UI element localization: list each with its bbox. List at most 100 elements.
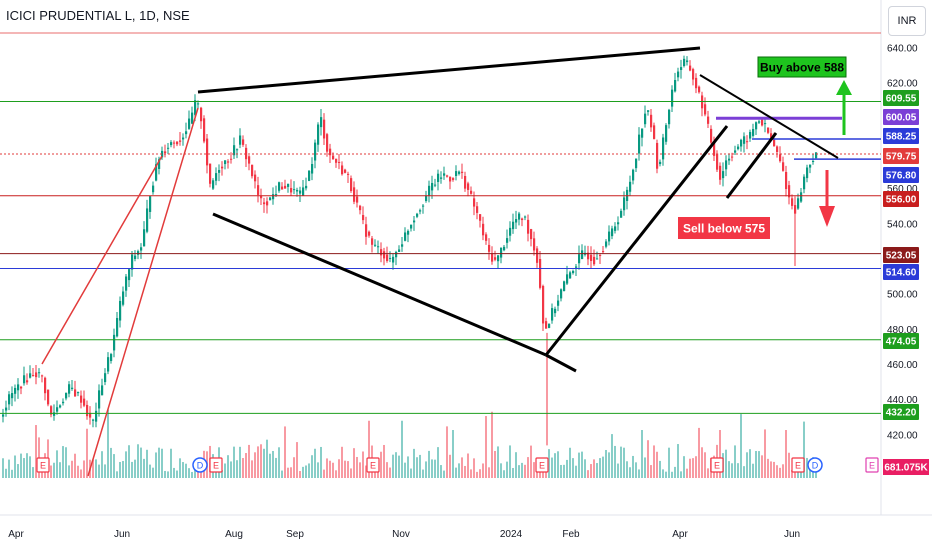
candle-body — [173, 142, 176, 144]
volume-bar — [788, 452, 790, 478]
candle-body — [161, 150, 164, 158]
currency-button[interactable]: INR — [888, 6, 926, 36]
candle-body — [467, 183, 470, 190]
volume-bar — [470, 469, 472, 478]
price-level-label: 523.05 — [886, 251, 917, 262]
volume-bar — [800, 469, 802, 478]
volume-bar — [224, 463, 226, 478]
volume-bar — [74, 453, 76, 478]
volume-bar — [740, 414, 742, 478]
volume-bar — [119, 461, 121, 478]
trend-line — [212, 212, 547, 357]
volume-bar — [437, 447, 439, 478]
candle-body — [101, 385, 104, 396]
candle-body — [200, 107, 203, 122]
volume-bar — [281, 470, 283, 478]
volume-bar — [278, 447, 280, 478]
candle-body — [185, 131, 188, 135]
volume-bar — [779, 467, 781, 478]
earnings-marker — [366, 457, 380, 473]
candle-body — [347, 173, 350, 175]
candle-body — [92, 419, 95, 421]
candle-body — [287, 183, 290, 187]
volume-bar — [686, 468, 688, 478]
candle-body — [278, 182, 281, 191]
volume-bar — [125, 451, 127, 478]
price-level-label: 514.60 — [886, 268, 917, 279]
candle-body — [728, 158, 731, 161]
volume-bar — [110, 447, 112, 478]
volume-bar — [434, 459, 436, 478]
candle-body — [431, 182, 434, 191]
y-tick-label: 460.00 — [887, 360, 918, 371]
volume-bar — [77, 465, 79, 478]
candle-body — [773, 139, 776, 147]
trend-line — [197, 46, 701, 94]
candle-body — [596, 258, 599, 260]
candle-body — [98, 390, 101, 409]
candle-body — [302, 187, 305, 196]
candle-body — [239, 135, 242, 145]
price-level-tag — [883, 191, 919, 207]
candle-body — [359, 205, 362, 211]
volume-bar — [149, 464, 151, 478]
candle-body — [641, 128, 644, 138]
volume-bar — [350, 468, 352, 478]
candle-body — [674, 80, 677, 92]
price-level-label: 576.80 — [886, 171, 917, 182]
candle-body — [71, 387, 74, 389]
volume-bar — [251, 460, 253, 478]
candle-body — [593, 256, 596, 265]
volume-bar — [623, 447, 625, 478]
volume-bar — [644, 457, 646, 478]
dividend-marker-label: D — [812, 461, 819, 471]
candle-body — [107, 357, 110, 372]
price-level-label: 474.05 — [886, 337, 917, 348]
candle-body — [491, 253, 494, 262]
volume-bar — [620, 446, 622, 478]
volume-bar — [68, 465, 70, 478]
candle-body — [572, 270, 575, 274]
volume-bar — [32, 467, 34, 478]
candle-body — [668, 109, 671, 125]
candle-body — [806, 167, 809, 179]
volume-bar — [746, 452, 748, 478]
candle-body — [104, 373, 107, 383]
volume-bar — [698, 427, 700, 478]
candle-body — [269, 197, 272, 201]
x-tick-label: Jun — [114, 529, 130, 540]
volume-bar — [194, 469, 196, 478]
volume-bar — [398, 455, 400, 478]
volume-bar — [317, 462, 319, 478]
volume-bar — [227, 455, 229, 478]
volume-bar — [803, 421, 805, 478]
trend-line — [87, 107, 199, 477]
candle-body — [692, 69, 695, 80]
volume-bar — [284, 426, 286, 478]
candle-body — [518, 213, 521, 220]
candle-body — [386, 254, 389, 261]
volume-bar — [593, 459, 595, 478]
volume-bar — [485, 415, 487, 478]
candle-body — [506, 238, 509, 243]
price-level-label: 579.75 — [886, 152, 917, 163]
candle-body — [482, 223, 485, 236]
volume-bar — [416, 457, 418, 478]
x-tick-label: 2024 — [500, 529, 523, 540]
volume-bar — [440, 465, 442, 478]
volume-bar — [413, 448, 415, 478]
x-tick-label: Aug — [225, 529, 243, 540]
candle-body — [290, 187, 293, 193]
volume-bar — [263, 448, 265, 478]
volume-bar — [266, 439, 268, 478]
earnings-marker — [791, 457, 805, 473]
volume-bar — [23, 458, 25, 478]
y-tick-label: 560.00 — [887, 184, 918, 195]
volume-bar — [356, 456, 358, 478]
candle-body — [50, 406, 53, 415]
volume-bar — [116, 471, 118, 478]
volume-bar — [404, 462, 406, 478]
volume-bar — [428, 450, 430, 478]
candle-body — [356, 196, 359, 203]
